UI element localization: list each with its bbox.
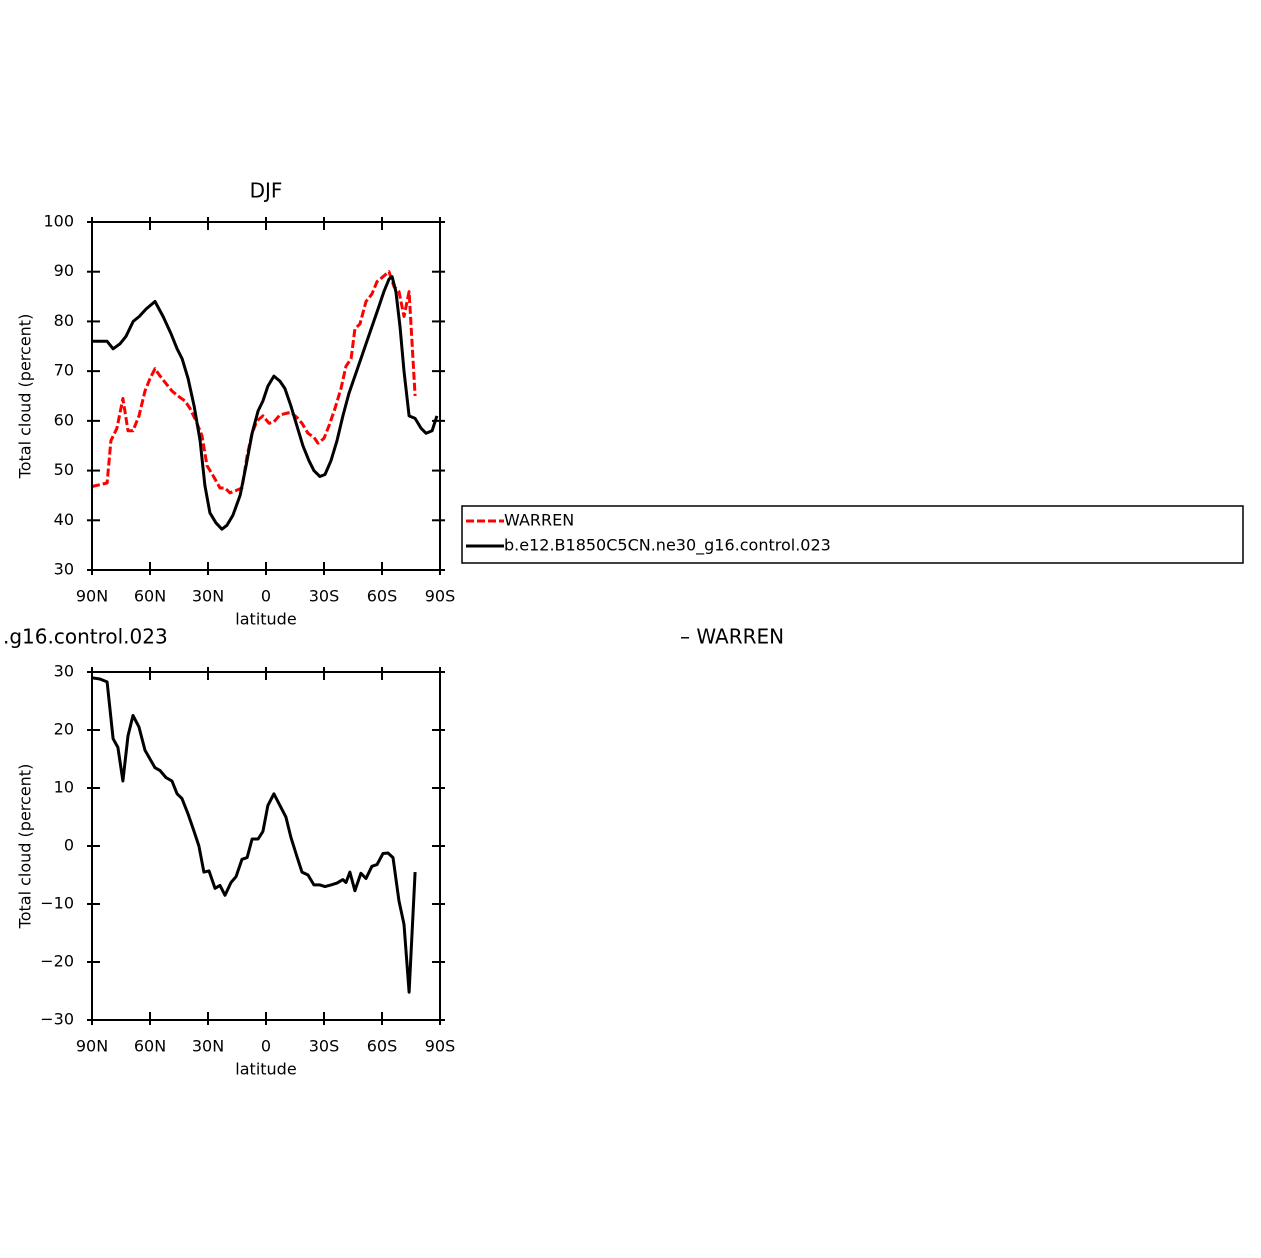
- y-tick-label: 100: [43, 212, 74, 231]
- y-tick-label: 10: [54, 778, 74, 797]
- x-tick-label: 90S: [425, 1037, 456, 1056]
- chart-title-left: .g16.control.023: [3, 625, 168, 649]
- y-tick-label: 0: [64, 836, 74, 855]
- x-tick-label: 90S: [425, 587, 456, 606]
- y-tick-label: 40: [54, 510, 74, 529]
- y-tick-label: −10: [40, 894, 74, 913]
- y-axis-label: Total cloud (percent): [16, 764, 35, 930]
- y-tick-label: 90: [54, 261, 74, 280]
- chart-title: DJF: [250, 179, 283, 203]
- legend-label: WARREN: [504, 511, 574, 530]
- plot-frame: [91, 221, 441, 571]
- y-axis-label: Total cloud (percent): [16, 314, 35, 480]
- x-tick-label: 60S: [367, 587, 398, 606]
- legend-box: [461, 505, 1244, 564]
- x-tick-label: 90N: [76, 587, 108, 606]
- x-axis-label: latitude: [235, 1060, 296, 1079]
- x-tick-label: 30N: [192, 587, 224, 606]
- x-tick-label: 30S: [309, 1037, 340, 1056]
- x-axis-label: latitude: [235, 610, 296, 629]
- x-tick-label: 90N: [76, 1037, 108, 1056]
- x-tick-label: 0: [261, 1037, 271, 1056]
- y-tick-label: 60: [54, 410, 74, 429]
- x-tick-label: 30N: [192, 1037, 224, 1056]
- data-line: [92, 275, 439, 531]
- y-tick-label: −30: [40, 1010, 74, 1029]
- x-tick-label: 30S: [309, 587, 340, 606]
- y-tick-label: 80: [54, 311, 74, 330]
- y-tick-label: 70: [54, 361, 74, 380]
- x-tick-label: 0: [261, 587, 271, 606]
- legend-label: b.e12.B1850C5CN.ne30_g16.control.023: [504, 536, 831, 556]
- chart-title-right: – WARREN: [680, 625, 784, 649]
- y-tick-label: 30: [54, 560, 74, 579]
- data-line: [91, 270, 417, 495]
- x-tick-label: 60S: [367, 1037, 398, 1056]
- plot-frame: [91, 671, 441, 1021]
- y-tick-label: 30: [54, 662, 74, 681]
- x-tick-label: 60N: [134, 1037, 166, 1056]
- y-tick-label: 20: [54, 720, 74, 739]
- data-line: [91, 676, 417, 994]
- y-tick-label: −20: [40, 952, 74, 971]
- y-tick-label: 50: [54, 460, 74, 479]
- x-tick-label: 60N: [134, 587, 166, 606]
